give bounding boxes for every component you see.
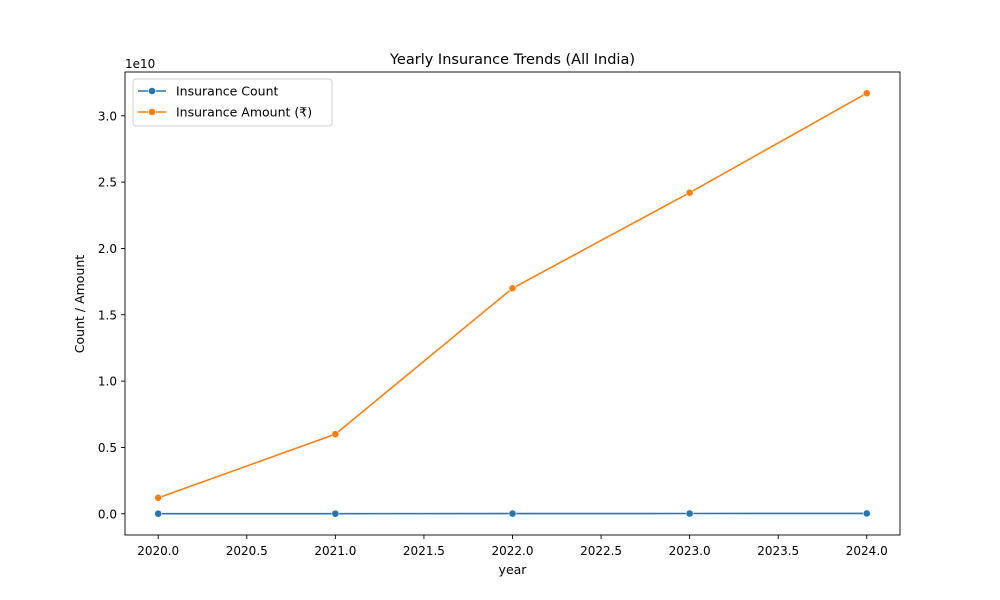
data-point-insurance-amount (685, 188, 694, 197)
y-tick-label: 2.0 (98, 242, 117, 256)
x-tick-label: 2020.5 (226, 544, 268, 558)
y-tick-label: 0.5 (98, 441, 117, 455)
data-point-insurance-count (154, 509, 163, 518)
x-tick-label: 2023.5 (757, 544, 799, 558)
legend-label-insurance-amount: Insurance Amount (₹) (176, 105, 312, 120)
data-point-insurance-amount (154, 493, 163, 502)
y-axis-offset-label: 1e10 (125, 57, 155, 71)
legend-box (132, 78, 333, 127)
x-tick-label: 2020.0 (137, 544, 179, 558)
data-point-insurance-count (862, 509, 871, 518)
x-tick-label: 2021.0 (314, 544, 356, 558)
data-point-insurance-count (508, 509, 517, 518)
x-axis-label: year (499, 562, 528, 577)
y-tick-label: 1.5 (98, 308, 117, 322)
series-line-insurance-amount (157, 92, 868, 499)
data-point-insurance-count (331, 509, 340, 518)
data-point-insurance-amount (862, 89, 871, 98)
y-tick-label: 1.0 (98, 375, 117, 389)
legend-label-insurance-count: Insurance Count (176, 84, 279, 99)
x-tick-label: 2023.0 (669, 544, 711, 558)
y-tick-label: 2.5 (98, 176, 117, 190)
plot-area: 2020.0 2020.5 2021.0 2021.5 2022.0 2022.5 2023… (98, 71, 901, 558)
data-point-insurance-count (685, 509, 694, 518)
x-tick-label: 2021.5 (403, 544, 445, 558)
legend: Insurance Count Insurance Amount (₹) (132, 78, 333, 127)
x-tick-label: 2022.5 (580, 544, 622, 558)
chart-title: Yearly Insurance Trends (All India) (389, 52, 635, 68)
y-axis-label: Count / Amount (72, 255, 87, 353)
data-point-insurance-amount (331, 430, 340, 439)
y-tick-label: 0.0 (98, 507, 117, 521)
legend-marker-insurance-count (148, 87, 156, 95)
data-point-insurance-amount (508, 284, 517, 293)
x-tick-label: 2022.0 (492, 544, 534, 558)
x-tick-label: 2024.0 (846, 544, 888, 558)
legend-marker-insurance-amount (148, 108, 156, 116)
plot-frame (124, 71, 901, 536)
y-tick-label: 3.0 (98, 109, 117, 123)
